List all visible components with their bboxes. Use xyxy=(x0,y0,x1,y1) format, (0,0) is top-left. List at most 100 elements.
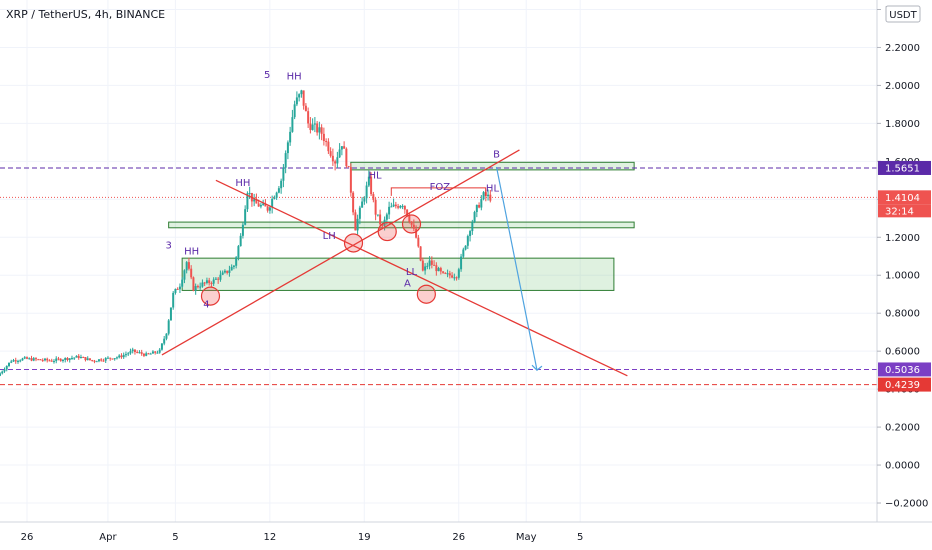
y-tick-label: 1.8000 xyxy=(885,119,920,130)
candle-body xyxy=(388,206,391,215)
candle-body xyxy=(365,185,368,199)
current-price-label-text: 1.4104 xyxy=(885,193,920,204)
candle-body xyxy=(244,209,247,225)
candle-body xyxy=(23,357,26,359)
candle-body xyxy=(266,206,269,211)
candle-body xyxy=(309,123,312,130)
candle-body xyxy=(118,355,121,358)
candle-body xyxy=(104,357,107,361)
candle-body xyxy=(273,197,276,199)
level-label-text: 1.5651 xyxy=(885,163,920,174)
candle-body xyxy=(79,356,82,358)
candle-body xyxy=(212,279,215,284)
candle-body xyxy=(421,260,424,271)
candle-body xyxy=(142,353,145,356)
candle-body xyxy=(410,221,413,225)
candle-body xyxy=(194,286,197,291)
candle-body xyxy=(93,360,96,362)
candle-body xyxy=(102,360,105,362)
y-tick-label: 0.8000 xyxy=(885,309,920,320)
candle-body xyxy=(480,199,483,208)
candle-body xyxy=(239,235,242,247)
candle-body xyxy=(66,357,69,361)
candle-body xyxy=(293,104,296,118)
candle-body xyxy=(70,357,73,359)
candle-body xyxy=(280,180,283,189)
candle-body xyxy=(313,123,316,125)
candle-body xyxy=(241,224,244,236)
x-tick-label: 26 xyxy=(21,532,34,543)
x-axis[interactable]: 26 Apr 5 12 19 26 May 5 xyxy=(21,532,584,543)
y-tick-label: −0.2000 xyxy=(885,499,928,510)
trend-line xyxy=(215,179,628,377)
candle-body xyxy=(115,357,118,359)
annotation-label: HH xyxy=(287,72,302,83)
candle-body xyxy=(100,359,103,361)
highlight-circle xyxy=(401,214,422,234)
candle-body xyxy=(268,207,271,211)
y-tick-label: 1.2000 xyxy=(885,233,920,244)
candle-body xyxy=(237,246,240,258)
candle-body xyxy=(271,198,274,208)
candle-body xyxy=(370,176,373,195)
x-tick-label: Apr xyxy=(99,532,117,543)
annotation-label: FOZ xyxy=(430,182,451,193)
candle-body xyxy=(334,161,337,164)
candle-body xyxy=(349,167,352,193)
candle-body xyxy=(381,224,384,226)
candle-body xyxy=(86,358,89,361)
candle-body xyxy=(167,320,170,334)
y-tick-label: 1.0000 xyxy=(885,271,920,282)
candle-body xyxy=(307,111,310,124)
candle-body xyxy=(124,354,127,356)
y-tick-label: 0.0000 xyxy=(885,461,920,472)
candle-body xyxy=(25,357,28,359)
candle-body xyxy=(28,358,31,360)
circles xyxy=(200,214,436,306)
candle-body xyxy=(430,260,433,265)
horizontal-lines xyxy=(0,167,877,386)
candle-body xyxy=(316,123,319,133)
candle-body xyxy=(183,270,186,280)
candle-body xyxy=(282,167,285,181)
candle-body xyxy=(482,192,485,200)
countdown-text: 32:14 xyxy=(885,206,914,217)
candle-body xyxy=(300,90,303,95)
candle-body xyxy=(174,288,177,293)
currency-box[interactable]: USDT xyxy=(885,5,921,23)
candle-body xyxy=(113,358,116,360)
candle-body xyxy=(277,188,280,193)
candle-body xyxy=(21,358,24,361)
highlight-circle xyxy=(377,221,397,242)
candle-body xyxy=(406,209,409,216)
candle-body xyxy=(466,236,469,246)
candle-body xyxy=(286,142,289,154)
candle-body xyxy=(372,194,375,200)
candle-body xyxy=(7,362,10,366)
candle-body xyxy=(367,176,370,186)
candle-body xyxy=(412,224,415,229)
candle-body xyxy=(322,133,325,141)
candle-body xyxy=(176,288,179,290)
current-price-label-box xyxy=(878,190,931,205)
candle-body xyxy=(84,357,87,361)
candle-body xyxy=(262,203,265,205)
candle-body xyxy=(462,249,465,257)
candle-body xyxy=(106,357,109,359)
candle-body xyxy=(46,358,49,361)
candle-body xyxy=(230,266,233,271)
candle-body xyxy=(203,282,206,284)
candle-body xyxy=(136,352,139,354)
trend-lines xyxy=(161,149,628,377)
candle-body xyxy=(30,358,33,361)
x-tick-label: 5 xyxy=(172,532,178,543)
candle-body xyxy=(374,199,377,215)
candle-body xyxy=(257,203,260,207)
candle-body xyxy=(133,349,136,353)
candle-body xyxy=(331,155,334,162)
candle-body xyxy=(52,361,55,363)
arrow-head xyxy=(531,364,543,371)
candle-body xyxy=(158,349,161,353)
candle-body xyxy=(275,192,278,198)
